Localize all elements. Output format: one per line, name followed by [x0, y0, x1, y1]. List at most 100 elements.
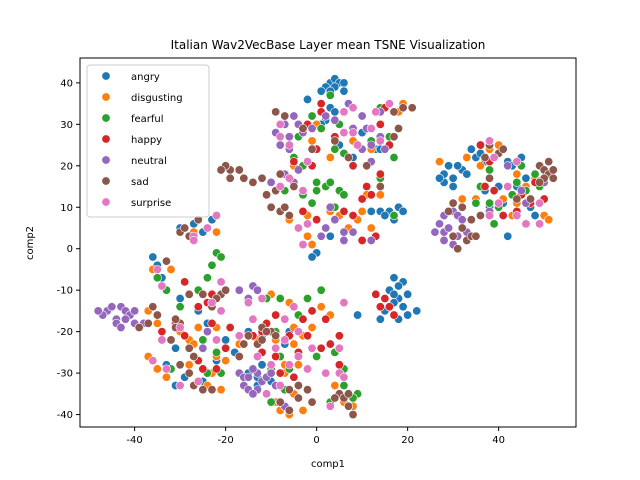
- scatter-point-sad: [239, 173, 249, 183]
- scatter-point-angry: [462, 169, 472, 179]
- scatter-point-sad: [216, 165, 226, 175]
- x-tick-label: 20: [401, 435, 414, 446]
- scatter-point-surprise: [262, 389, 272, 399]
- scatter-point-happy: [271, 310, 281, 320]
- scatter-point-happy: [334, 360, 344, 370]
- scatter-point-angry: [330, 107, 340, 117]
- scatter-point-sad: [184, 368, 194, 378]
- scatter-point-sad: [525, 194, 535, 204]
- scatter-point-surprise: [348, 128, 358, 138]
- scatter-point-sad: [544, 157, 554, 167]
- x-axis-label: comp1: [311, 459, 345, 470]
- scatter-point-angry: [530, 211, 540, 221]
- scatter-point-neutral: [266, 368, 276, 378]
- scatter-point-sad: [234, 165, 244, 175]
- scatter-point-fearful: [312, 352, 322, 362]
- legend-box: [86, 64, 210, 218]
- scatter-point-surprise: [321, 368, 331, 378]
- scatter-point-fearful: [207, 260, 217, 270]
- scatter-point-neutral: [93, 306, 103, 316]
- legend-marker-disgusting: [101, 92, 111, 102]
- scatter-point-sad: [448, 198, 458, 208]
- scatter-point-sad: [407, 103, 417, 113]
- scatter-point-surprise: [339, 298, 349, 308]
- scatter-point-sad: [257, 173, 267, 183]
- scatter-point-disgusting: [193, 322, 203, 332]
- scatter-point-disgusting: [152, 318, 162, 328]
- scatter-point-neutral: [198, 343, 208, 353]
- scatter-point-sad: [343, 389, 353, 399]
- scatter-point-neutral: [321, 111, 331, 121]
- scatter-point-surprise: [157, 335, 167, 345]
- scatter-point-fearful: [325, 90, 335, 100]
- scatter-point-sad: [448, 231, 458, 241]
- scatter-point-surprise: [280, 335, 290, 345]
- scatter-point-fearful: [316, 285, 326, 295]
- scatter-point-happy: [212, 364, 222, 374]
- scatter-point-sad: [257, 335, 267, 345]
- scatter-point-angry: [521, 173, 531, 183]
- scatter-point-fearful: [485, 198, 495, 208]
- scatter-point-disgusting: [462, 153, 472, 163]
- y-tick-label: 10: [60, 203, 73, 214]
- scatter-point-happy: [334, 331, 344, 341]
- legend-label-disgusting: disgusting: [131, 93, 183, 104]
- x-axis-ticks: -40 -20 0 20 40: [126, 427, 505, 446]
- points-layer: [93, 74, 558, 420]
- scatter-point-surprise: [284, 140, 294, 150]
- scatter-point-surprise: [193, 376, 203, 386]
- scatter-point-sad: [475, 211, 485, 221]
- scatter-point-sad: [548, 165, 558, 175]
- scatter-point-sad: [280, 111, 290, 121]
- scatter-point-disgusting: [298, 405, 308, 415]
- scatter-point-disgusting: [366, 223, 376, 233]
- scatter-point-surprise: [339, 372, 349, 382]
- scatter-point-neutral: [248, 389, 258, 399]
- scatter-point-happy: [307, 306, 317, 316]
- scatter-point-sad: [148, 302, 158, 312]
- scatter-point-happy: [321, 314, 331, 324]
- scatter-point-disgusting: [307, 136, 317, 146]
- scatter-point-happy: [357, 194, 367, 204]
- scatter-point-neutral: [366, 235, 376, 245]
- scatter-point-neutral: [339, 227, 349, 237]
- scatter-point-sad: [262, 327, 272, 337]
- scatter-point-happy: [157, 327, 167, 337]
- scatter-point-happy: [271, 352, 281, 362]
- y-tick-label: -20: [57, 327, 73, 338]
- scatter-point-surprise: [234, 331, 244, 341]
- scatter-point-disgusting: [166, 264, 176, 274]
- scatter-point-angry: [503, 231, 513, 241]
- scatter-point-neutral: [234, 285, 244, 295]
- scatter-point-sad: [134, 322, 144, 332]
- scatter-point-angry: [448, 182, 458, 192]
- scatter-point-surprise: [371, 107, 381, 117]
- scatter-point-sad: [262, 190, 272, 200]
- scatter-point-angry: [434, 173, 444, 183]
- scatter-point-fearful: [303, 293, 313, 303]
- scatter-point-surprise: [243, 298, 253, 308]
- scatter-point-surprise: [375, 136, 385, 146]
- scatter-point-angry: [394, 281, 404, 291]
- scatter-point-happy: [303, 331, 313, 341]
- scatter-point-disgusting: [216, 385, 226, 395]
- scatter-point-sad: [243, 331, 253, 341]
- scatter-point-sad: [471, 231, 481, 241]
- scatter-point-disgusting: [307, 322, 317, 332]
- scatter-point-surprise: [512, 211, 522, 221]
- scatter-point-angry: [444, 161, 454, 171]
- scatter-point-sad: [466, 215, 476, 225]
- legend-marker-fearful: [101, 113, 111, 123]
- scatter-point-sad: [284, 211, 294, 221]
- scatter-point-neutral: [348, 227, 358, 237]
- y-tick-label: -30: [57, 369, 73, 380]
- scatter-point-sad: [375, 182, 385, 192]
- scatter-point-sad: [389, 132, 399, 142]
- scatter-point-neutral: [316, 231, 326, 241]
- scatter-point-surprise: [212, 335, 222, 345]
- scatter-point-surprise: [284, 360, 294, 370]
- scatter-point-sad: [453, 244, 463, 254]
- scatter-point-surprise: [334, 343, 344, 353]
- scatter-point-surprise: [161, 364, 171, 374]
